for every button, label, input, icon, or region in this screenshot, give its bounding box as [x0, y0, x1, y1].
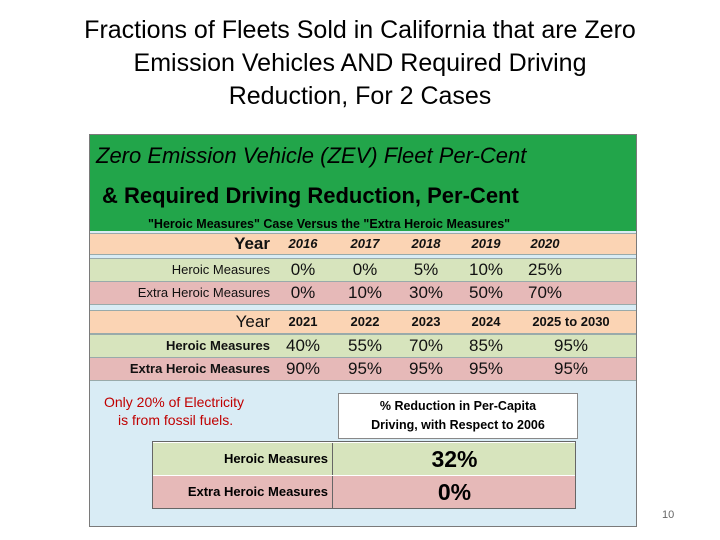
year-cell: 2023: [411, 314, 441, 329]
header-line-1: Zero Emission Vehicle (ZEV) Fleet Per-Ce…: [96, 143, 527, 168]
year-cell: 2021: [288, 314, 318, 329]
header-line-2: & Required Driving Reduction, Per-Cent: [102, 183, 519, 208]
driving-reduction-table: Heroic Measures 32% Extra Heroic Measure…: [152, 441, 576, 509]
year-cell: 2025 to 2030: [532, 314, 610, 329]
value-cell: 70%: [527, 283, 563, 302]
year-cell: 2017: [350, 236, 380, 251]
page-number: 10: [662, 509, 675, 521]
value-cell: 95%: [347, 359, 383, 378]
value-cell: 40%: [285, 336, 321, 355]
heading-line: % Reduction in Per-Capita: [379, 399, 537, 413]
value-cell: 25%: [527, 260, 563, 279]
value-cell: 50%: [468, 283, 504, 302]
table2-heroic-row: Heroic Measures 40% 55% 70% 85% 95%: [90, 334, 636, 358]
value-cell: 55%: [347, 336, 383, 355]
table1-extra-row: Extra Heroic Measures 0% 10% 30% 50% 70%: [90, 281, 636, 305]
value-cell: 95%: [553, 336, 589, 355]
table2-year-row: Year 2021 2022 2023 2024 2025 to 2030: [90, 310, 636, 334]
table-header: Zero Emission Vehicle (ZEV) Fleet Per-Ce…: [90, 135, 636, 231]
value-cell: 0%: [437, 479, 472, 505]
value-cell: 0%: [290, 283, 316, 302]
year-label: Year: [234, 234, 270, 253]
electricity-note: Only 20% of Electricity is from fossil f…: [94, 393, 302, 429]
zev-table-panel: Zero Emission Vehicle (ZEV) Fleet Per-Ce…: [89, 134, 637, 527]
slide-title: Fractions of Fleets Sold in California t…: [0, 14, 720, 113]
title-line: Fractions of Fleets Sold in California t…: [84, 16, 636, 44]
value-cell: 0%: [352, 260, 378, 279]
value-cell: 95%: [408, 359, 444, 378]
row-label: Heroic Measures: [171, 262, 270, 277]
year-label: Year: [235, 312, 270, 331]
title-line: Reduction, For 2 Cases: [228, 82, 492, 110]
value-cell: 85%: [468, 336, 504, 355]
driving-heroic-row: Heroic Measures 32%: [153, 443, 575, 475]
driving-extra-row: Extra Heroic Measures 0%: [153, 476, 575, 508]
year-cell: 2018: [411, 236, 441, 251]
value-cell: 10%: [347, 283, 383, 302]
year-cell: 2022: [350, 314, 380, 329]
row-label: Heroic Measures: [165, 338, 270, 353]
year-cell: 2020: [530, 236, 560, 251]
row-label: Heroic Measures: [153, 443, 333, 475]
header-line-3: "Heroic Measures" Case Versus the "Extra…: [148, 217, 511, 231]
value-cell: 95%: [468, 359, 504, 378]
value-cell: 90%: [285, 359, 321, 378]
note-line: is from fossil fuels.: [118, 412, 234, 428]
row-label: Extra Heroic Measures: [129, 361, 270, 376]
table2-extra-row: Extra Heroic Measures 90% 95% 95% 95% 95…: [90, 357, 636, 381]
value-cell: 5%: [413, 260, 439, 279]
value-cell: 32%: [431, 446, 478, 472]
value-cell: 70%: [408, 336, 444, 355]
value-cell: 0%: [290, 260, 316, 279]
heading-line: Driving, with Respect to 2006: [371, 418, 545, 432]
row-label: Extra Heroic Measures: [153, 476, 333, 508]
table1-heroic-row: Heroic Measures 0% 0% 5% 10% 25%: [90, 258, 636, 282]
year-cell: 2019: [471, 236, 501, 251]
row-label: Extra Heroic Measures: [137, 285, 270, 300]
note-line: Only 20% of Electricity: [104, 394, 245, 410]
value-cell: 30%: [408, 283, 444, 302]
year-cell: 2016: [288, 236, 318, 251]
title-line: Emission Vehicles AND Required Driving: [133, 49, 587, 77]
value-cell: 10%: [468, 260, 504, 279]
driving-reduction-heading: % Reduction in Per-Capita Driving, with …: [338, 393, 578, 439]
table1-year-row: Year 2016 2017 2018 2019 2020: [90, 233, 636, 255]
year-cell: 2024: [471, 314, 501, 329]
value-cell: 95%: [553, 359, 589, 378]
